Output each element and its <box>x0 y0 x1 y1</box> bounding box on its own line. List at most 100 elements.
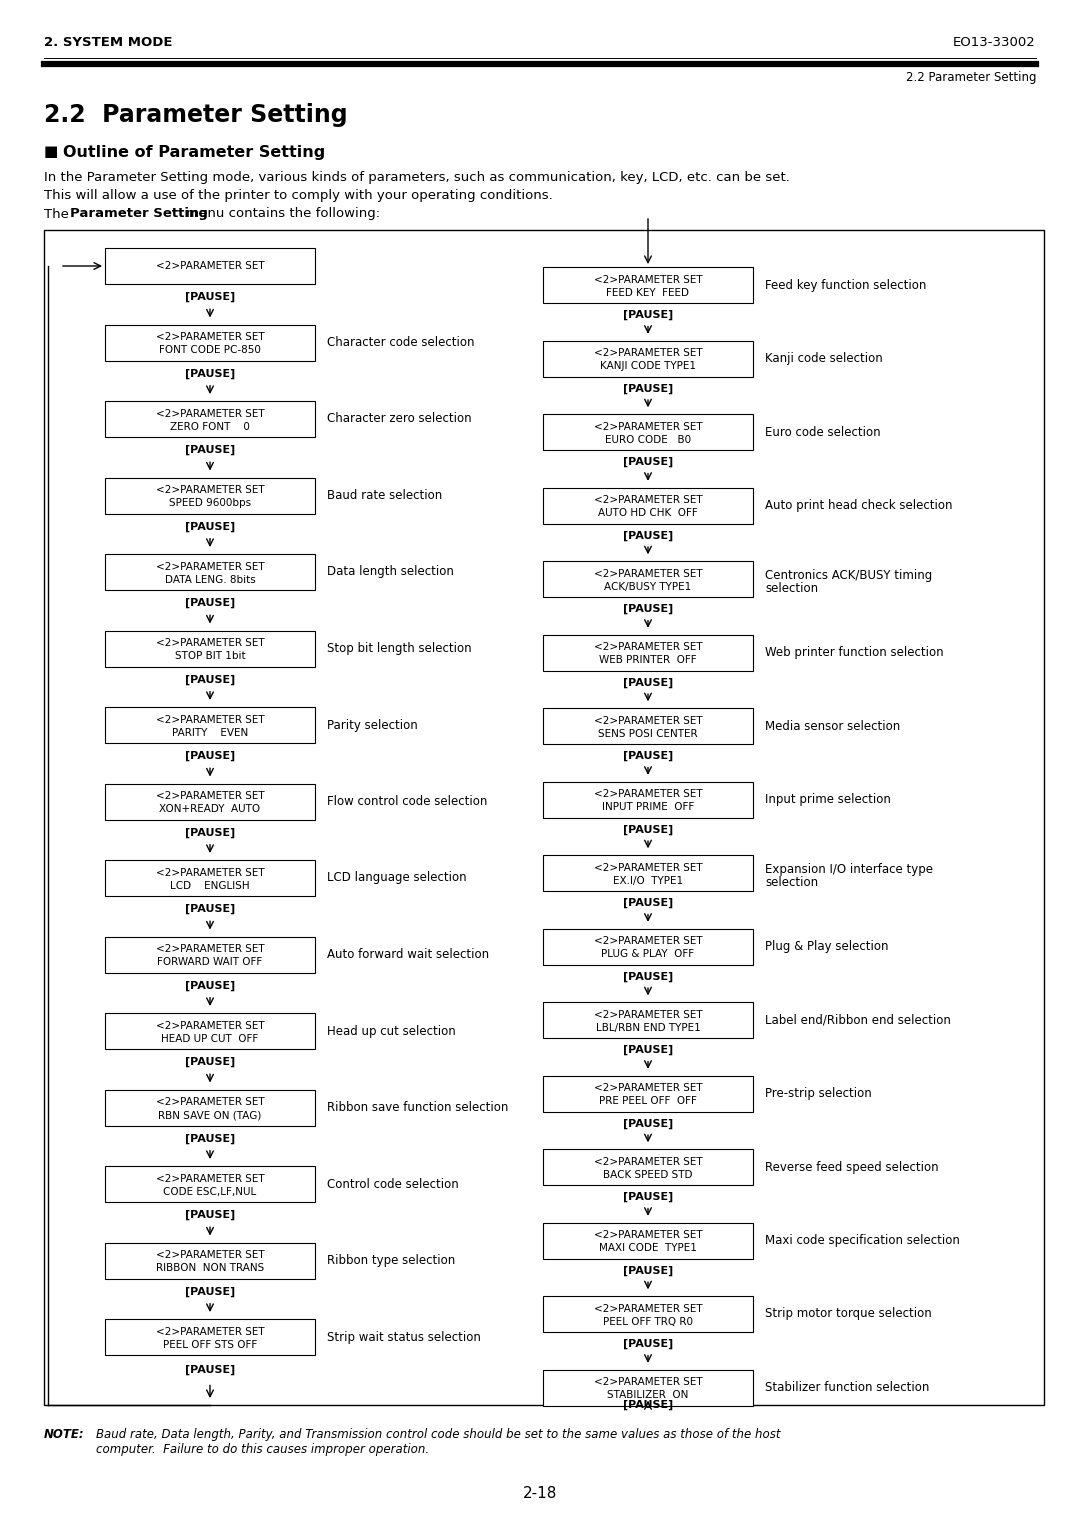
Text: RIBBON  NON TRANS: RIBBON NON TRANS <box>156 1264 265 1273</box>
Text: <2>PARAMETER SET: <2>PARAMETER SET <box>156 1250 265 1261</box>
Text: <2>PARAMETER SET: <2>PARAMETER SET <box>594 1377 702 1387</box>
Text: RBN SAVE ON (TAG): RBN SAVE ON (TAG) <box>159 1111 261 1120</box>
Text: This will allow a use of the printer to comply with your operating conditions.: This will allow a use of the printer to … <box>44 189 553 203</box>
Text: [PAUSE]: [PAUSE] <box>185 521 235 532</box>
Text: menu contains the following:: menu contains the following: <box>183 208 380 220</box>
Text: <2>PARAMETER SET: <2>PARAMETER SET <box>594 275 702 284</box>
Bar <box>105 707 315 743</box>
Bar <box>105 1319 315 1355</box>
Text: [PAUSE]: [PAUSE] <box>623 750 673 761</box>
Text: 2.2  Parameter Setting: 2.2 Parameter Setting <box>44 102 348 127</box>
Text: Character zero selection: Character zero selection <box>327 413 472 425</box>
Bar <box>105 477 315 513</box>
Text: [PAUSE]: [PAUSE] <box>623 604 673 614</box>
Text: Label end/Ribbon end selection: Label end/Ribbon end selection <box>765 1013 950 1027</box>
Text: LCD    ENGLISH: LCD ENGLISH <box>171 882 249 891</box>
Bar <box>105 324 315 361</box>
Bar <box>543 781 753 817</box>
Text: selection: selection <box>765 877 819 889</box>
Text: Web printer function selection: Web printer function selection <box>765 646 944 659</box>
Text: <2>PARAMETER SET: <2>PARAMETER SET <box>594 422 702 431</box>
Text: <2>PARAMETER SET: <2>PARAMETER SET <box>594 1230 702 1241</box>
Text: ACK/BUSY TYPE1: ACK/BUSY TYPE1 <box>605 582 691 591</box>
Text: EURO CODE   B0: EURO CODE B0 <box>605 435 691 445</box>
Text: Strip motor torque selection: Strip motor torque selection <box>765 1308 932 1320</box>
Text: Reverse feed speed selection: Reverse feed speed selection <box>765 1160 939 1174</box>
Bar <box>105 400 315 437</box>
Bar <box>543 267 753 303</box>
Bar <box>543 487 753 524</box>
Text: [PAUSE]: [PAUSE] <box>623 1400 673 1410</box>
Text: [PAUSE]: [PAUSE] <box>185 674 235 685</box>
Text: Plug & Play selection: Plug & Play selection <box>765 940 889 953</box>
Text: BACK SPEED STD: BACK SPEED STD <box>604 1170 692 1180</box>
Bar <box>543 1369 753 1406</box>
Bar <box>543 929 753 964</box>
Text: Stop bit length selection: Stop bit length selection <box>327 642 472 656</box>
Text: <2>PARAMETER SET: <2>PARAMETER SET <box>594 715 702 726</box>
Text: Character code selection: Character code selection <box>327 336 474 348</box>
Text: <2>PARAMETER SET: <2>PARAMETER SET <box>156 639 265 648</box>
Text: [PAUSE]: [PAUSE] <box>185 368 235 379</box>
Text: <2>PARAMETER SET: <2>PARAMETER SET <box>594 568 702 579</box>
Text: NOTE:: NOTE: <box>44 1429 84 1441</box>
Text: [PAUSE]: [PAUSE] <box>623 1118 673 1129</box>
Text: [PAUSE]: [PAUSE] <box>623 310 673 321</box>
Bar <box>105 1166 315 1203</box>
Bar <box>543 1002 753 1038</box>
Text: Input prime selection: Input prime selection <box>765 793 891 805</box>
Text: SPEED 9600bps: SPEED 9600bps <box>168 498 251 509</box>
Bar <box>105 937 315 972</box>
Bar <box>105 631 315 666</box>
Text: [PAUSE]: [PAUSE] <box>623 898 673 908</box>
Text: [PAUSE]: [PAUSE] <box>185 905 235 914</box>
Text: Auto forward wait selection: Auto forward wait selection <box>327 947 489 961</box>
Text: [PAUSE]: [PAUSE] <box>623 1045 673 1056</box>
Text: <2>PARAMETER SET: <2>PARAMETER SET <box>594 1083 702 1093</box>
Text: <2>PARAMETER SET: <2>PARAMETER SET <box>156 408 265 419</box>
Text: [PAUSE]: [PAUSE] <box>623 1339 673 1349</box>
Text: STOP BIT 1bit: STOP BIT 1bit <box>175 651 245 662</box>
Text: <2>PARAMETER SET: <2>PARAMETER SET <box>156 261 265 270</box>
Bar <box>543 341 753 376</box>
Bar <box>105 1013 315 1050</box>
Text: <2>PARAMETER SET: <2>PARAMETER SET <box>594 863 702 872</box>
Text: [PAUSE]: [PAUSE] <box>185 981 235 990</box>
Text: Expansion I/O interface type: Expansion I/O interface type <box>765 862 933 876</box>
Text: Feed key function selection: Feed key function selection <box>765 278 927 292</box>
Text: <2>PARAMETER SET: <2>PARAMETER SET <box>594 1303 702 1314</box>
Text: Ribbon type selection: Ribbon type selection <box>327 1254 456 1267</box>
Text: Head up cut selection: Head up cut selection <box>327 1024 456 1038</box>
Text: <2>PARAMETER SET: <2>PARAMETER SET <box>156 1097 265 1108</box>
Bar <box>44 231 1044 1406</box>
Text: Centronics ACK/BUSY timing: Centronics ACK/BUSY timing <box>765 568 932 582</box>
Bar <box>543 707 753 744</box>
Text: PEEL OFF STS OFF: PEEL OFF STS OFF <box>163 1340 257 1349</box>
Text: Data length selection: Data length selection <box>327 565 454 579</box>
Text: <2>PARAMETER SET: <2>PARAMETER SET <box>156 868 265 877</box>
Text: The: The <box>44 208 73 220</box>
Text: [PAUSE]: [PAUSE] <box>623 677 673 688</box>
Text: <2>PARAMETER SET: <2>PARAMETER SET <box>594 1010 702 1019</box>
Text: Media sensor selection: Media sensor selection <box>765 720 901 732</box>
Text: FONT CODE PC-850: FONT CODE PC-850 <box>159 345 261 356</box>
Text: [PAUSE]: [PAUSE] <box>185 1287 235 1297</box>
Text: LBL/RBN END TYPE1: LBL/RBN END TYPE1 <box>596 1022 700 1033</box>
Text: <2>PARAMETER SET: <2>PARAMETER SET <box>594 788 702 799</box>
Text: Pre-strip selection: Pre-strip selection <box>765 1086 872 1100</box>
Text: STABILIZER  ON: STABILIZER ON <box>607 1390 689 1401</box>
Text: XON+READY  AUTO: XON+READY AUTO <box>160 804 260 814</box>
Bar <box>543 561 753 597</box>
Text: [PAUSE]: [PAUSE] <box>623 384 673 394</box>
Text: <2>PARAMETER SET: <2>PARAMETER SET <box>156 1021 265 1030</box>
Text: Strip wait status selection: Strip wait status selection <box>327 1331 481 1343</box>
Bar <box>105 1089 315 1126</box>
Text: [PAUSE]: [PAUSE] <box>623 825 673 834</box>
Text: 2. SYSTEM MODE: 2. SYSTEM MODE <box>44 35 173 49</box>
Text: WEB PRINTER  OFF: WEB PRINTER OFF <box>599 656 697 665</box>
Text: Kanji code selection: Kanji code selection <box>765 351 882 365</box>
Text: SENS POSI CENTER: SENS POSI CENTER <box>598 729 698 740</box>
Text: Baud rate, Data length, Parity, and Transmission control code should be set to t: Baud rate, Data length, Parity, and Tran… <box>96 1429 781 1456</box>
Text: [PAUSE]: [PAUSE] <box>185 750 235 761</box>
Text: FORWARD WAIT OFF: FORWARD WAIT OFF <box>158 958 262 967</box>
